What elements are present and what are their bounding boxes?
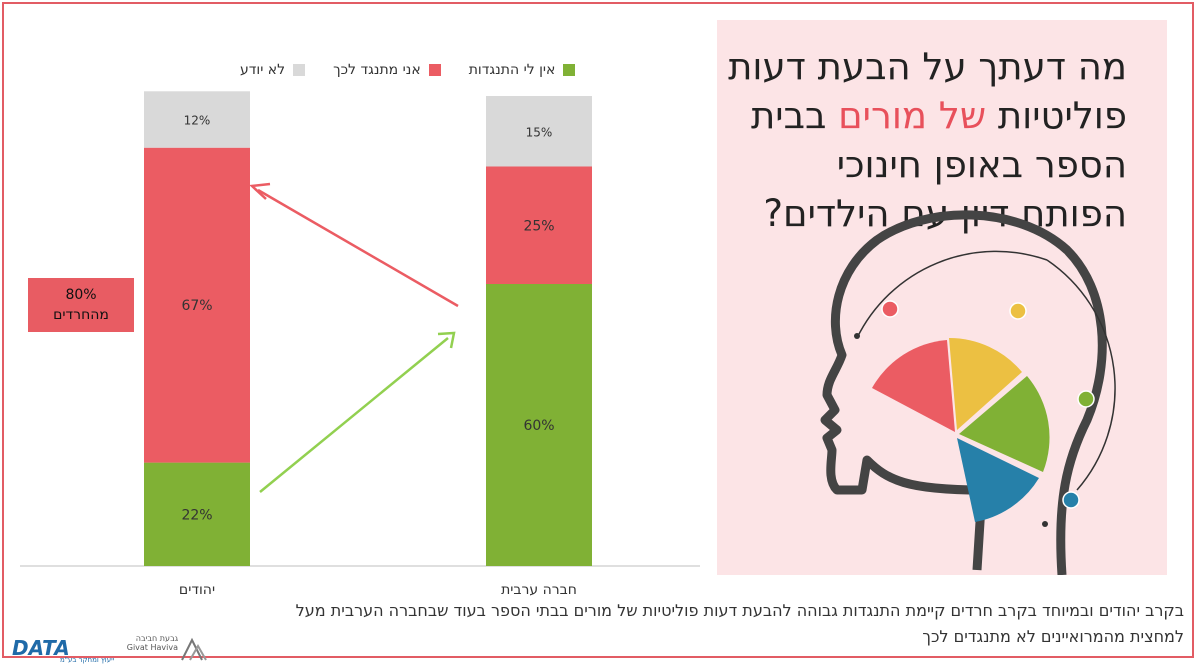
stacked-bar-chart: 22% 67% 12% 60% 25% 15% יהודים חברה ערבית [20, 91, 700, 598]
orbit-dot [854, 333, 860, 339]
arrow-down-red [257, 188, 459, 308]
orbit-arc [856, 250, 1048, 339]
data-label: 67% [181, 298, 212, 314]
badge-value: 80% [65, 287, 97, 303]
orbit-dot-yellow [1009, 302, 1027, 320]
data-label: 60% [523, 418, 554, 434]
footer-line-1: בקרב יהודים ובמיוחד בקרב חרדים קיימת התנ… [295, 601, 1184, 620]
legend-item-oppose: אני מתנגד לכך [333, 62, 441, 78]
category-label: יהודים [179, 582, 215, 598]
arrows-group [249, 182, 459, 493]
category-label: חברה ערבית [501, 582, 577, 598]
head-icon [820, 210, 1116, 575]
givat-haviva-english: Givat Haviva [126, 643, 178, 652]
legend-swatch-red [428, 64, 441, 76]
data-label: 12% [184, 114, 211, 128]
pie-slice-blue [957, 438, 1039, 522]
data-label: 25% [523, 218, 554, 234]
bar-segment [486, 96, 592, 167]
givat-haviva-logo-icon [181, 637, 207, 661]
bar-segment [144, 462, 250, 566]
arrow-head-green [437, 331, 456, 349]
legend-item-dont-know: לא יודע [240, 62, 306, 78]
data-label: 22% [181, 507, 212, 523]
legend-item-no-objection: אין לי התנגדות [469, 62, 576, 78]
bar-segment [486, 284, 592, 566]
logo-triangle [181, 637, 203, 661]
pie-icon [872, 337, 1050, 522]
orbit-dot-end [1042, 521, 1048, 527]
chart-legend: אין לי התנגדות אני מתנגד לכך לא יודע [240, 62, 576, 78]
bar-segment [144, 91, 250, 148]
legend-label: אני מתנגד לכך [333, 62, 421, 78]
legend-label: לא יודע [240, 62, 286, 78]
question-highlight: של מורים [838, 94, 987, 137]
orbit-dot-red [881, 300, 899, 318]
orbit-dot-blue [1062, 491, 1080, 509]
givat-haviva-logo-text: גבעת חביבה Givat Haviva [118, 634, 178, 652]
logo-triangle-2 [189, 643, 207, 661]
legend-swatch-green [563, 64, 576, 76]
data-label: 15% [526, 125, 553, 139]
badge-label: מהחרדים [53, 307, 109, 323]
bar-segment [144, 147, 250, 463]
question-panel: מה דעתך על הבעת דעות פוליטיות של מורים ב… [717, 20, 1167, 575]
arrow-head-red [249, 182, 271, 200]
data-logo-subtitle: ייעוץ ומחקר בע"מ [60, 656, 115, 664]
arrow-up-green [259, 337, 449, 493]
bars-group: 22% 67% 12% 60% 25% 15% [144, 91, 592, 566]
legend-swatch-gray [293, 64, 306, 76]
pie-slice-yellow [949, 337, 1022, 430]
legend-label: אין לי התנגדות [468, 62, 556, 78]
question-part1: מה דעתך על הבעת דעות פוליטיות [728, 45, 1127, 137]
orbit-dot-green [1077, 390, 1095, 408]
pie-slice-green [959, 376, 1050, 472]
orbit-arc-2 [1046, 259, 1116, 491]
haredi-badge: 80% מהחרדים [28, 278, 134, 332]
pie-slice-red [872, 340, 955, 432]
givat-haviva-hebrew: גבעת חביבה [135, 634, 178, 643]
bar-segment [486, 166, 592, 284]
data-logo: DATA [12, 636, 70, 660]
footer-text: בקרב יהודים ובמיוחד בקרב חרדים קיימת התנ… [204, 598, 1184, 650]
footer-line-2: למחצית מהמרואיינים לא מתנגדים לכך [922, 627, 1184, 646]
